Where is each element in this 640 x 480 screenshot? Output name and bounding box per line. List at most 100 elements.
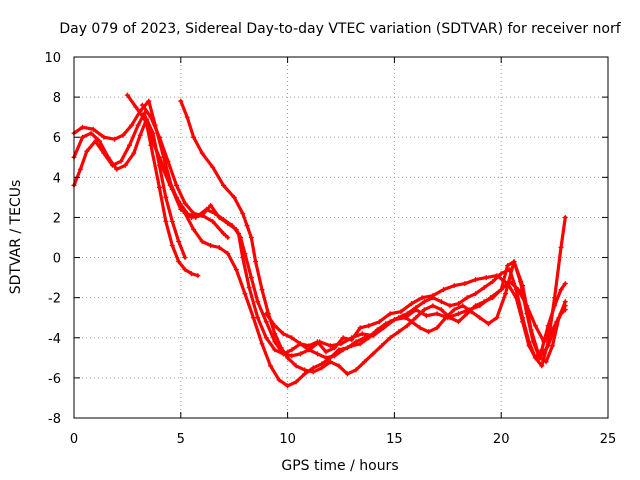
data-point <box>248 235 254 240</box>
data-point <box>191 210 197 216</box>
data-point <box>464 311 470 317</box>
gridlines <box>74 57 608 418</box>
data-point <box>97 138 103 144</box>
data-point <box>423 313 429 319</box>
data-point <box>462 281 468 287</box>
data-point <box>255 299 261 305</box>
data-point <box>361 359 367 365</box>
data-point <box>184 114 190 120</box>
y-tick-label: 8 <box>53 91 61 106</box>
data-point <box>323 349 329 355</box>
data-point <box>438 299 444 305</box>
data-point <box>133 104 139 110</box>
data-point <box>490 279 496 285</box>
data-point <box>199 150 205 156</box>
data-point <box>490 295 496 301</box>
data-point <box>302 367 308 373</box>
data-point <box>216 245 222 251</box>
data-point <box>387 335 393 341</box>
data-point <box>562 214 568 220</box>
series-track-6 <box>148 134 568 389</box>
data-point <box>163 194 169 200</box>
data-point <box>246 285 252 291</box>
data-point <box>289 347 295 353</box>
data-point <box>473 303 479 309</box>
data-point <box>199 239 205 245</box>
data-series <box>71 92 568 389</box>
data-point <box>327 359 333 365</box>
data-point <box>481 285 487 291</box>
series-line <box>264 260 567 360</box>
data-point <box>216 214 222 220</box>
data-point <box>357 341 363 347</box>
data-point <box>451 307 457 313</box>
data-point <box>464 295 470 301</box>
data-point <box>272 347 278 353</box>
data-point <box>366 335 372 341</box>
data-point <box>357 325 363 331</box>
series-track-5 <box>139 102 568 365</box>
data-point <box>195 273 201 279</box>
series-line <box>72 111 200 278</box>
data-point <box>332 353 338 359</box>
data-point <box>88 130 94 136</box>
data-point <box>340 335 346 341</box>
y-tick-labels: -8 -6 -4 -2 0 2 4 6 8 10 <box>44 51 61 427</box>
data-point <box>259 341 265 347</box>
y-tick-label: 2 <box>53 211 61 226</box>
data-point <box>391 317 397 323</box>
data-point <box>317 339 323 345</box>
data-point <box>242 291 248 297</box>
x-tick-label: 10 <box>279 432 296 447</box>
data-point <box>505 263 511 269</box>
y-tick-label: 6 <box>53 131 61 146</box>
data-point <box>338 341 344 347</box>
data-point <box>156 154 162 160</box>
data-point <box>498 287 504 293</box>
data-point <box>263 319 269 325</box>
data-point <box>494 315 500 321</box>
data-point <box>272 331 278 337</box>
data-point <box>148 114 154 120</box>
data-point <box>528 327 534 333</box>
data-point <box>473 277 479 283</box>
data-point <box>413 305 419 311</box>
data-point <box>515 287 521 293</box>
data-point <box>289 353 295 359</box>
data-point <box>80 134 86 140</box>
data-point <box>114 166 120 172</box>
data-point <box>131 150 137 156</box>
series-track-1 <box>71 110 201 279</box>
data-point <box>137 132 143 138</box>
data-point <box>90 126 96 132</box>
data-point <box>225 220 231 226</box>
data-point <box>276 377 282 383</box>
data-point <box>242 251 248 257</box>
data-point <box>485 321 491 327</box>
x-axis-label: GPS time / hours <box>281 458 398 474</box>
data-point <box>460 303 466 309</box>
data-point <box>165 158 171 164</box>
data-point <box>315 351 321 357</box>
data-point <box>468 309 474 315</box>
data-point <box>473 291 479 297</box>
data-point <box>455 301 461 307</box>
data-point <box>443 315 449 321</box>
series-line <box>72 117 187 260</box>
y-tick-label: 0 <box>53 252 61 267</box>
data-point <box>233 226 239 232</box>
data-point <box>455 319 461 325</box>
x-tick-label: 0 <box>70 432 78 447</box>
series-line <box>149 135 567 388</box>
data-point <box>176 259 182 265</box>
data-point <box>101 134 107 140</box>
data-point <box>178 98 184 104</box>
x-tick-label: 25 <box>600 432 617 447</box>
data-point <box>483 275 489 281</box>
data-point <box>174 194 180 200</box>
data-point <box>278 345 284 351</box>
data-point <box>549 343 555 349</box>
data-point <box>417 325 423 331</box>
data-point <box>293 363 299 369</box>
data-point <box>552 295 558 301</box>
